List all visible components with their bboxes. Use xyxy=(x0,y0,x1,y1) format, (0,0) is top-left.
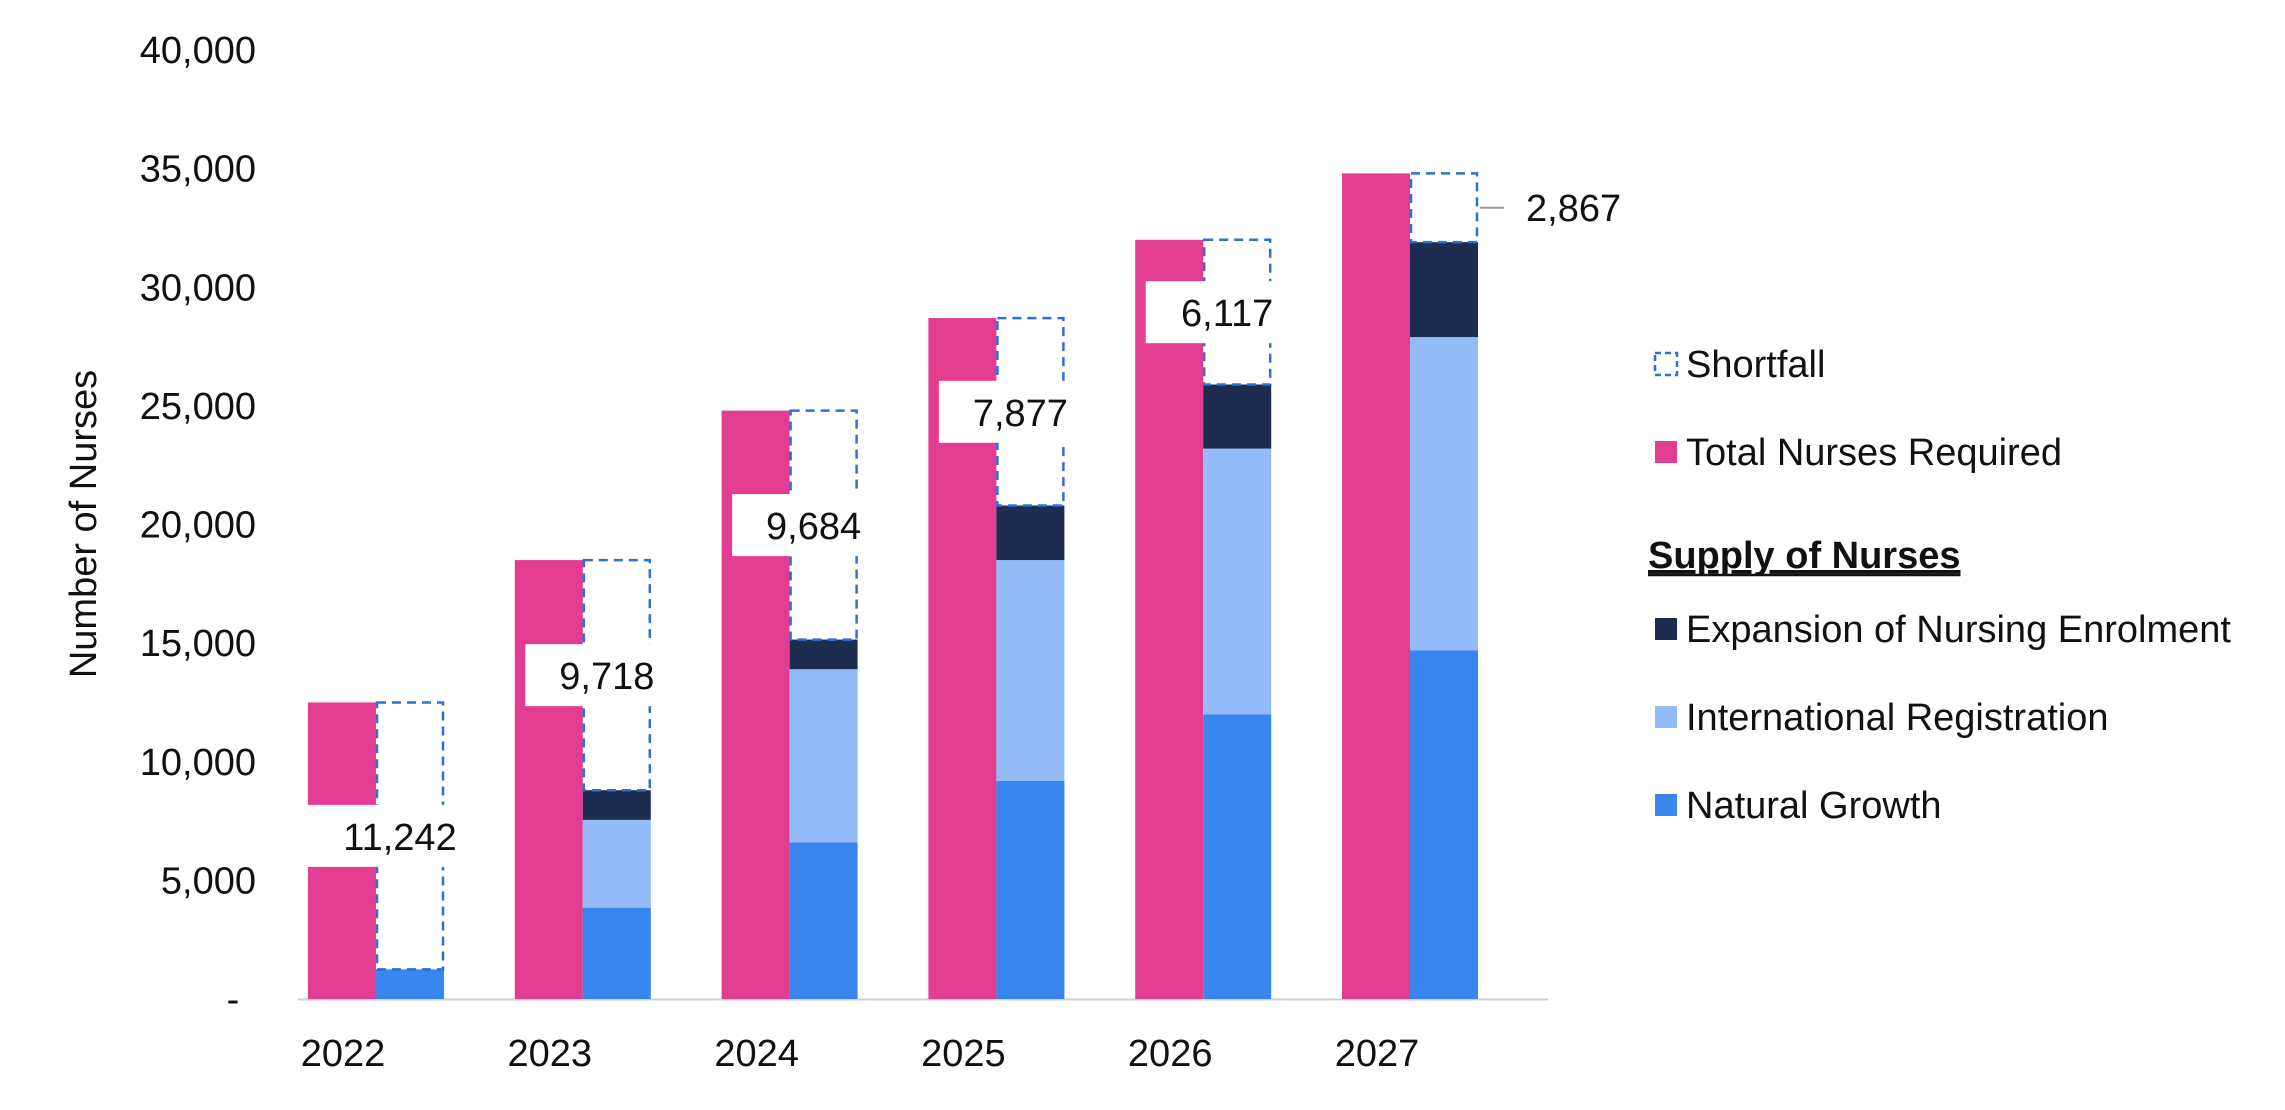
y-tick-label: 10,000 xyxy=(140,742,256,784)
x-tick-label: 2026 xyxy=(1128,1033,1213,1075)
x-tick-label: 2024 xyxy=(714,1033,799,1075)
bar-natural-growth xyxy=(1203,714,1272,999)
legend-swatch-total-nurses-required xyxy=(1655,441,1677,463)
legend-label-international-registration: International Registration xyxy=(1686,697,2108,739)
legend-label-total-nurses-required: Total Nurses Required xyxy=(1686,432,2062,474)
shortfall-label-box xyxy=(732,494,872,557)
y-tick-label: 35,000 xyxy=(140,149,256,191)
bar-expansion-of-nursing-enrolment xyxy=(1203,384,1272,449)
bar-natural-growth xyxy=(376,969,444,999)
shortfall-label: 2,867 xyxy=(1526,188,1621,230)
shortfall-label-box xyxy=(1145,281,1285,344)
shortfall-label-box xyxy=(938,380,1078,443)
bar-natural-growth xyxy=(1410,650,1478,999)
y-tick-label: 5,000 xyxy=(161,860,256,902)
legend-swatch-international-registration xyxy=(1655,706,1677,728)
bar-international-registration xyxy=(1203,448,1272,715)
legend: Shortfall Total Nurses Required Supply of … xyxy=(1648,344,2231,827)
x-tick-label: 2027 xyxy=(1335,1033,1420,1075)
y-tick-label: 30,000 xyxy=(140,267,256,309)
shortfall-label-box xyxy=(308,804,468,867)
bar-shortfall xyxy=(1409,172,1479,244)
shortfall-label: 7,877 xyxy=(973,393,1068,435)
y-axis: - 5,000 10,000 15,000 20,000 25,000 30,000 35,0… xyxy=(63,30,256,1021)
bar-expansion-of-nursing-enrolment xyxy=(582,790,651,820)
legend-label-natural-growth: Natural Growth xyxy=(1686,785,1942,827)
legend-heading: Supply of Nurses xyxy=(1648,535,1961,577)
y-tick-label: - xyxy=(227,979,240,1021)
x-tick-label: 2022 xyxy=(301,1033,386,1075)
x-tick-label: 2023 xyxy=(508,1033,593,1075)
legend-swatch-natural-growth xyxy=(1655,794,1677,816)
shortfall-label: 6,117 xyxy=(1181,293,1273,335)
legend-label-expansion-of-nursing-enrolment: Expansion of Nursing Enrolment xyxy=(1686,609,2231,651)
bar-international-registration xyxy=(1410,337,1478,651)
y-tick-label: 40,000 xyxy=(140,30,256,72)
bar-international-registration xyxy=(996,560,1065,781)
shortfall-label: 9,718 xyxy=(559,656,654,698)
shortfall-label-box xyxy=(525,644,665,707)
bar-international-registration xyxy=(789,669,858,843)
bar-natural-growth xyxy=(789,842,858,999)
shortfall-labels: 11,242 9,718 9,684 7,877 6,117 2,867 xyxy=(308,188,1621,867)
bar-expansion-of-nursing-enrolment xyxy=(1410,242,1478,338)
bar-natural-growth xyxy=(582,907,651,999)
bar-expansion-of-nursing-enrolment xyxy=(789,639,858,670)
bar-total-required xyxy=(514,560,583,999)
bar-total-required xyxy=(1135,239,1204,1000)
bar-international-registration xyxy=(582,819,651,908)
bar-natural-growth xyxy=(996,780,1065,999)
legend-swatch-expansion-of-nursing-enrolment xyxy=(1655,618,1677,640)
bar-expansion-of-nursing-enrolment xyxy=(996,505,1065,561)
y-tick-label: 15,000 xyxy=(140,623,256,665)
shortfall-label: 9,684 xyxy=(766,506,861,548)
y-axis-title: Number of Nurses xyxy=(63,370,105,678)
legend-swatch-shortfall xyxy=(1653,351,1679,377)
bar-total-required xyxy=(1342,173,1410,999)
x-tick-label: 2025 xyxy=(921,1033,1006,1075)
y-tick-label: 20,000 xyxy=(140,505,256,547)
bars xyxy=(308,172,1479,1000)
y-tick-label: 25,000 xyxy=(140,386,256,428)
legend-label-shortfall: Shortfall xyxy=(1686,344,1825,386)
shortfall-label: 11,242 xyxy=(343,817,456,859)
x-axis: 2022 2023 2024 2025 2026 2027 xyxy=(298,998,1548,1075)
